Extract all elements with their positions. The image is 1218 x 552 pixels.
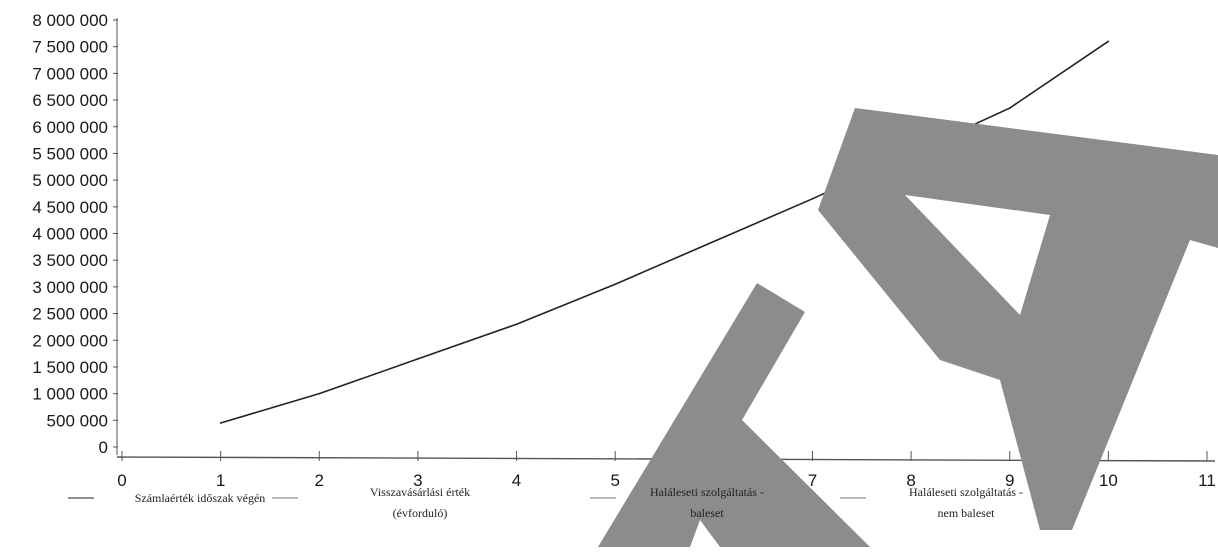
data-point [219,422,222,424]
watermark-a-small [598,283,870,547]
data-point [515,323,518,326]
y-tick-label: 1 500 000 [32,358,108,377]
y-tick-label: 4 000 000 [32,225,108,244]
legend-label: Haláleseti szolgáltatás - [650,485,764,499]
watermark-logo [598,108,1218,547]
x-tick-label: 11 [1198,471,1216,490]
data-point [1008,107,1011,109]
chart-legend: Számlaérték időszak végén Visszavásárlási… [68,485,1023,520]
y-tick-label: 1 000 000 [32,385,108,404]
y-tick-label: 5 500 000 [32,144,108,163]
x-tick-label: 8 [906,471,915,490]
y-tick-label: 3 000 000 [32,278,108,297]
data-point [811,198,814,200]
watermark-a-small-hole [690,520,720,547]
watermark-a-large [818,108,1218,530]
legend-label-line2: nem baleset [938,506,996,520]
y-tick-label: 3 500 000 [32,251,108,270]
y-axis-ticks: 0 500 000 1 000 000 1 500 000 2 000 000 2 500… [32,11,118,457]
data-point [318,392,321,395]
y-tick-label: 6 000 000 [32,118,108,137]
y-tick-label: 7 500 000 [32,38,108,57]
x-tick-label: 0 [117,471,126,490]
y-tick-label: 4 500 000 [32,198,108,217]
y-tick-label: 7 000 000 [32,64,108,83]
legend-label-line2: (évforduló) [393,506,448,520]
legend-label: Haláleseti szolgáltatás - [909,485,1023,499]
y-tick-label: 0 [99,438,108,457]
data-point [1107,40,1110,43]
y-tick-label: 8 000 000 [32,11,108,30]
x-tick-label: 5 [610,471,619,490]
data-point [713,240,715,243]
x-tick-label: 4 [512,471,521,490]
x-tick-label: 9 [1005,471,1014,490]
legend-label: Visszavásárlási érték [370,485,470,499]
x-tick-label: 2 [315,471,324,490]
data-point [614,283,616,286]
x-tick-label: 10 [1099,471,1118,490]
y-tick-label: 500 000 [47,411,108,430]
x-tick-label: 1 [216,471,225,490]
y-tick-label: 6 500 000 [32,91,108,110]
y-tick-label: 2 000 000 [32,331,108,350]
y-tick-label: 2 500 000 [32,305,108,324]
watermark-a-large-hole [905,195,1050,315]
legend-label-line2: baleset [690,506,724,520]
data-point [417,358,419,360]
x-tick-label: 3 [413,471,422,490]
legend-label: Számlaérték időszak végén [135,491,266,505]
x-tick-label: 7 [808,471,817,490]
y-tick-label: 5 000 000 [32,171,108,190]
